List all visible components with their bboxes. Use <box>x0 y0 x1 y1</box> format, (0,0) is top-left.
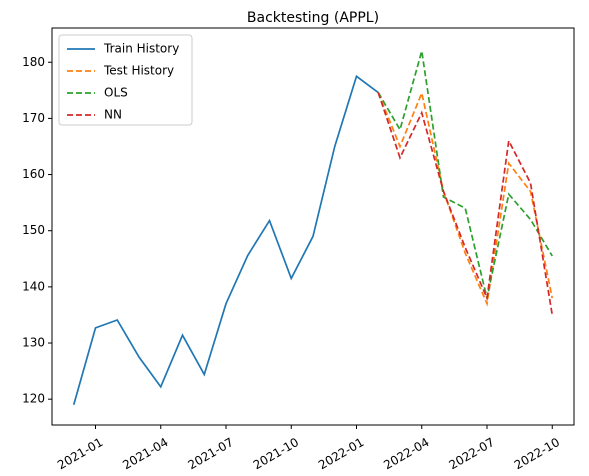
series-line <box>72 74 379 406</box>
y-tick-label: 140 <box>22 279 45 293</box>
series-line <box>377 90 554 307</box>
y-tick-label: 130 <box>22 336 45 350</box>
x-tick-label: 2021-04 <box>120 435 170 472</box>
chart-title: Backtesting (APPL) <box>247 10 379 26</box>
x-tick-label: 2022-10 <box>512 435 562 472</box>
y-tick-label: 120 <box>22 392 45 406</box>
x-tick-label: 2022-01 <box>316 435 366 472</box>
x-tick-label: 2022-07 <box>446 435 496 472</box>
legend: Train History Test History OLS NN <box>58 34 193 126</box>
legend-label: Test History <box>103 64 174 78</box>
y-tick-label: 180 <box>22 55 45 69</box>
series-line <box>377 92 554 316</box>
x-tick-label: 2021-01 <box>55 435 105 472</box>
legend-label: OLS <box>104 86 128 100</box>
x-tick-label: 2021-07 <box>185 435 235 472</box>
x-tick-label: 2021-10 <box>251 435 301 472</box>
legend-label: Train History <box>103 42 179 56</box>
legend-label: NN <box>104 108 122 122</box>
plot-frame <box>51 27 575 426</box>
y-tick-label: 160 <box>22 167 45 181</box>
y-tick-label: 150 <box>22 223 45 237</box>
series-line <box>377 50 553 299</box>
y-tick-label: 170 <box>22 111 45 125</box>
x-tick-label: 2022-04 <box>381 435 431 472</box>
legend-frame <box>58 34 193 126</box>
